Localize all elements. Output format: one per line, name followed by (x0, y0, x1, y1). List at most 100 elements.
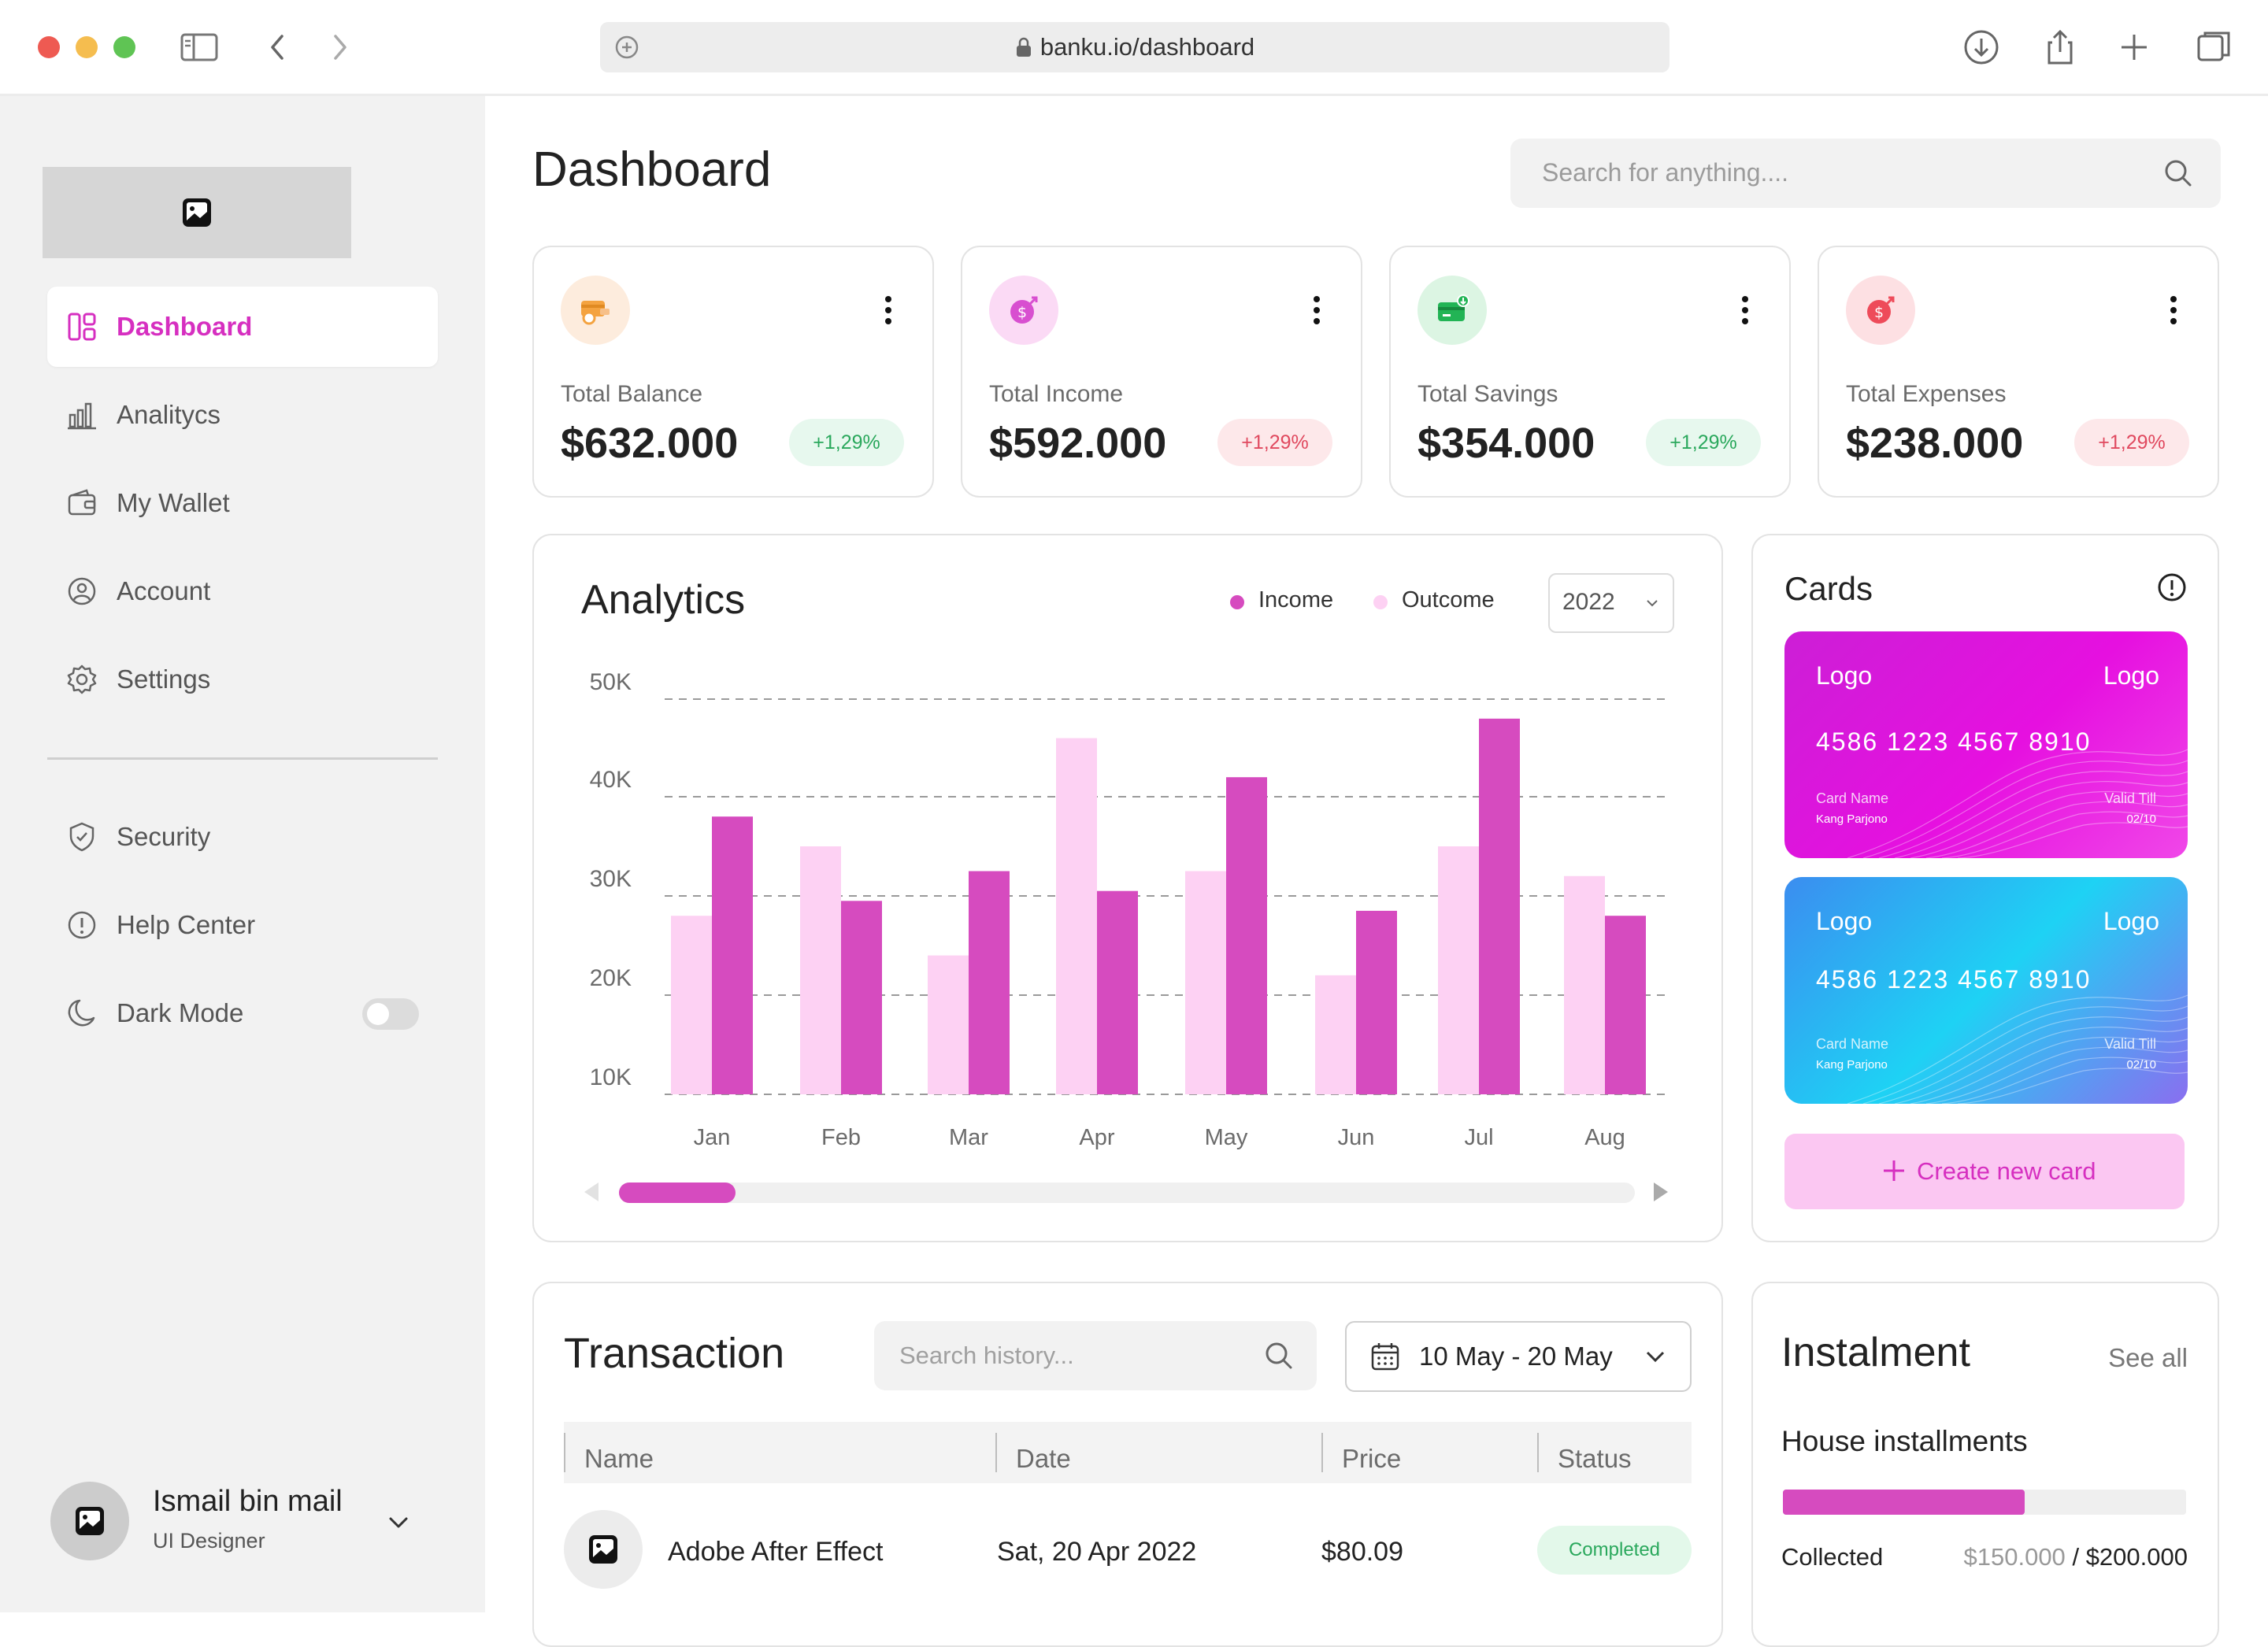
bar-outcome-jul[interactable] (1438, 846, 1479, 1094)
bar-outcome-aug[interactable] (1564, 875, 1605, 1094)
bar-income-aug[interactable] (1605, 916, 1646, 1094)
x-tick-label: Jul (1464, 1125, 1493, 1150)
image-icon (76, 1507, 104, 1535)
info-icon[interactable] (2156, 572, 2188, 603)
bar-income-mar[interactable] (969, 871, 1010, 1095)
legend-outcome-swatch (1373, 595, 1388, 609)
bar-outcome-may[interactable] (1185, 871, 1226, 1095)
account-icon (68, 577, 96, 605)
chart-scrollbar-thumb[interactable] (619, 1183, 736, 1203)
table-row[interactable]: Adobe After Effect Sat, 20 Apr 2022 $80.… (564, 1505, 1692, 1592)
bar-income-jan[interactable] (712, 816, 753, 1094)
y-tick-label: 40K (590, 767, 632, 793)
site-settings-icon[interactable] (614, 35, 639, 60)
back-icon[interactable] (257, 27, 298, 68)
x-tick-label: Apr (1079, 1125, 1114, 1150)
sidebar-item-my-wallet[interactable]: My Wallet (47, 463, 438, 543)
x-tick-label: Mar (949, 1125, 988, 1150)
bar-income-feb[interactable] (841, 901, 882, 1094)
instalment-progress-fill (1783, 1490, 2025, 1515)
column-header-date: Date (1016, 1444, 1071, 1473)
stat-card-total-balance: Total Balance $632.000 +1,29% (532, 246, 934, 498)
bar-outcome-feb[interactable] (800, 846, 841, 1094)
sidebar-item-settings[interactable]: Settings (47, 639, 438, 720)
forward-icon[interactable] (320, 27, 361, 68)
new-tab-icon[interactable] (2114, 27, 2155, 68)
create-new-card-button[interactable]: Create new card (1784, 1134, 2185, 1209)
more-options-icon[interactable] (2170, 296, 2177, 329)
search-icon[interactable] (2162, 157, 2194, 189)
column-header-status: Status (1558, 1444, 1632, 1473)
bar-income-jun[interactable] (1356, 910, 1397, 1094)
credit-card[interactable]: Logo Logo 4586 1223 4567 8910 Card Name … (1784, 631, 2188, 858)
stat-change-badge: +1,29% (1646, 419, 1761, 466)
sidebar-item-dashboard[interactable]: Dashboard (47, 287, 438, 367)
x-tick-label: Jun (1338, 1125, 1375, 1150)
scroll-right-icon[interactable] (1652, 1181, 1670, 1203)
legend-income-label: Income (1258, 587, 1334, 613)
bar-outcome-jun[interactable] (1315, 975, 1356, 1094)
see-all-link[interactable]: See all (2108, 1343, 2188, 1372)
date-range-picker[interactable]: 10 May - 20 May (1345, 1321, 1692, 1392)
stat-value: $238.000 (1846, 420, 2024, 467)
more-options-icon[interactable] (1742, 296, 1748, 329)
address-bar[interactable]: banku.io/dashboard (600, 22, 1670, 72)
instalment-progress-bar (1783, 1490, 2186, 1515)
money-out-icon: $ (1846, 276, 1915, 345)
dark-mode-toggle[interactable] (362, 998, 419, 1030)
x-tick-label: Jan (694, 1125, 731, 1150)
credit-card[interactable]: Logo Logo 4586 1223 4567 8910 Card Name … (1784, 877, 2188, 1104)
image-icon (183, 198, 211, 227)
more-options-icon[interactable] (1314, 296, 1320, 329)
bar-income-may[interactable] (1226, 777, 1267, 1094)
bar-outcome-apr[interactable] (1056, 738, 1097, 1094)
search-input[interactable]: Search for anything.... (1510, 139, 2221, 208)
card-number: 4586 1223 4567 8910 (1816, 727, 2092, 756)
calendar-icon (1371, 1343, 1399, 1371)
share-icon[interactable] (2040, 27, 2081, 68)
stat-change-badge: +1,29% (2074, 419, 2189, 466)
card-valid-label: Valid Till (2104, 1036, 2156, 1052)
stat-value: $592.000 (989, 420, 1167, 467)
transaction-price: $80.09 (1321, 1537, 1403, 1567)
money-in-icon: $ (989, 276, 1058, 345)
sidebar-item-security[interactable]: Security (47, 797, 438, 877)
close-window-button[interactable] (38, 36, 60, 58)
chevron-down-icon[interactable] (386, 1510, 411, 1535)
user-name: Ismail bin mail (153, 1485, 343, 1518)
scroll-left-icon[interactable] (583, 1181, 600, 1203)
status-badge: Completed (1537, 1526, 1692, 1575)
search-history-input[interactable]: Search history... (874, 1321, 1317, 1390)
card-valid-label: Valid Till (2104, 790, 2156, 806)
bar-income-apr[interactable] (1097, 890, 1138, 1094)
bar-chart-icon (68, 402, 96, 430)
stat-change-badge: +1,29% (789, 419, 904, 466)
sidebar-item-dark-mode: Dark Mode (47, 973, 438, 1053)
svg-text:$: $ (1017, 304, 1027, 321)
year-value: 2022 (1562, 589, 1615, 615)
stat-card-total-expenses: $ Total Expenses $238.000 +1,29% (1818, 246, 2219, 498)
analytics-chart: 10K 20K 30K 40K 50K Jan Feb Mar Apr May Jun Jul Aug (590, 669, 1670, 1150)
column-divider (1321, 1433, 1323, 1472)
card-logo-left: Logo (1816, 907, 1873, 935)
minimize-window-button[interactable] (76, 36, 98, 58)
more-options-icon[interactable] (885, 296, 891, 329)
cards-title: Cards (1784, 570, 1873, 607)
svg-text:$: $ (1874, 304, 1884, 321)
bar-outcome-mar[interactable] (928, 955, 969, 1094)
maximize-window-button[interactable] (113, 36, 135, 58)
year-select[interactable]: 2022 (1548, 573, 1674, 633)
card-logo-right: Logo (2103, 661, 2159, 690)
bar-income-jul[interactable] (1479, 718, 1520, 1094)
sidebar-item-help-center[interactable]: Help Center (47, 885, 438, 965)
y-tick-label: 10K (590, 1064, 632, 1090)
sidebar-toggle-icon[interactable] (180, 27, 220, 68)
download-icon[interactable] (1961, 27, 2002, 68)
chart-scrollbar[interactable] (619, 1183, 1635, 1203)
avatar[interactable] (50, 1482, 129, 1560)
search-icon[interactable] (1263, 1340, 1295, 1371)
sidebar-item-account[interactable]: Account (47, 551, 438, 631)
bar-outcome-jan[interactable] (671, 916, 712, 1094)
sidebar-item-analytics[interactable]: Analitycs (47, 375, 438, 455)
tab-overview-icon[interactable] (2194, 27, 2235, 68)
